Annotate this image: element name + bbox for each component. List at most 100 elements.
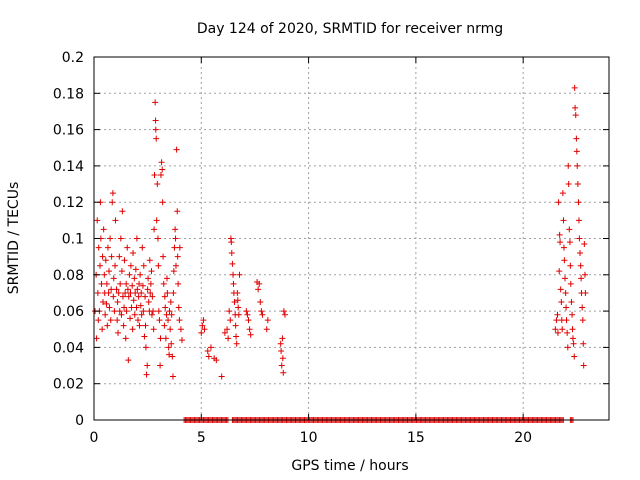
plot-frame [93, 56, 610, 421]
data-point [155, 262, 162, 269]
data-point [125, 357, 132, 364]
data-point [243, 308, 250, 315]
data-point [149, 293, 156, 300]
data-point [118, 311, 125, 318]
data-point [147, 289, 154, 296]
data-point [230, 280, 237, 287]
data-point [258, 308, 265, 315]
data-point [124, 244, 131, 251]
data-point [564, 344, 571, 351]
data-point [579, 317, 586, 324]
data-point [233, 340, 240, 347]
data-point [560, 217, 567, 224]
data-point [228, 239, 235, 246]
data-point [575, 217, 582, 224]
data-point [257, 299, 264, 306]
data-point [122, 289, 129, 296]
data-point [571, 353, 578, 360]
data-point [576, 235, 583, 242]
data-point [277, 340, 284, 347]
data-point [563, 304, 570, 311]
data-point [278, 362, 285, 369]
data-point [115, 289, 122, 296]
data-point [129, 282, 136, 289]
data-point [582, 289, 589, 296]
data-point [108, 253, 115, 260]
data-point [569, 326, 576, 333]
data-point [172, 235, 179, 242]
data-point [231, 299, 238, 306]
data-point [575, 199, 582, 206]
data-point [236, 271, 243, 278]
data-point [170, 289, 177, 296]
data-point [93, 335, 100, 342]
x-tick-label: 15 [407, 430, 425, 446]
data-point [563, 317, 570, 324]
data-point [109, 199, 116, 206]
data-point [105, 289, 112, 296]
data-point [581, 271, 588, 278]
data-point [141, 333, 148, 340]
data-point [176, 244, 183, 251]
data-point [224, 326, 231, 333]
data-point [132, 289, 139, 296]
data-point [114, 317, 121, 324]
y-tick-label: 0.14 [53, 159, 84, 175]
data-point [163, 311, 170, 318]
data-point [123, 280, 130, 287]
data-point [124, 286, 131, 293]
data-point [564, 329, 571, 336]
data-point [158, 159, 165, 166]
data-point [572, 112, 579, 119]
data-point [116, 253, 123, 260]
data-point [106, 304, 113, 311]
grid-lines [94, 57, 609, 420]
data-point [556, 268, 563, 275]
data-point [280, 308, 287, 315]
data-point [165, 317, 172, 324]
data-point [580, 362, 587, 369]
x-axis-ticks: 0 5 10 15 20 [90, 57, 532, 446]
data-point [581, 240, 588, 247]
data-point [95, 317, 102, 324]
y-tick-label: 0.16 [53, 123, 84, 139]
data-point [131, 311, 138, 318]
data-point [175, 280, 182, 287]
data-point [98, 280, 105, 287]
data-point [245, 317, 252, 324]
data-point [140, 262, 147, 269]
data-point [557, 286, 564, 293]
data-point [172, 262, 179, 269]
data-point [144, 362, 151, 369]
data-point [227, 317, 234, 324]
data-point [115, 329, 122, 336]
data-point [154, 181, 161, 188]
data-point [199, 322, 206, 329]
data-point [114, 299, 121, 306]
data-point [140, 308, 147, 315]
data-point [130, 250, 137, 257]
data-point [164, 289, 171, 296]
data-point [554, 329, 561, 336]
data-point [110, 275, 117, 282]
data-point [198, 329, 205, 336]
data-point [137, 271, 144, 278]
data-point [168, 311, 175, 318]
data-point [153, 135, 160, 142]
data-point [569, 311, 576, 318]
data-point [152, 99, 159, 106]
data-point [166, 351, 173, 358]
data-point [127, 262, 134, 269]
data-point [178, 337, 185, 344]
data-point [147, 280, 154, 287]
data-point [580, 340, 587, 347]
data-point [555, 199, 562, 206]
data-point [560, 244, 567, 251]
data-point [232, 322, 239, 329]
data-point [218, 373, 225, 380]
data-point [559, 190, 566, 197]
data-point [264, 317, 271, 324]
data-point [142, 293, 149, 300]
chart-title: Day 124 of 2020, SRMTID for receiver nrm… [197, 21, 503, 37]
